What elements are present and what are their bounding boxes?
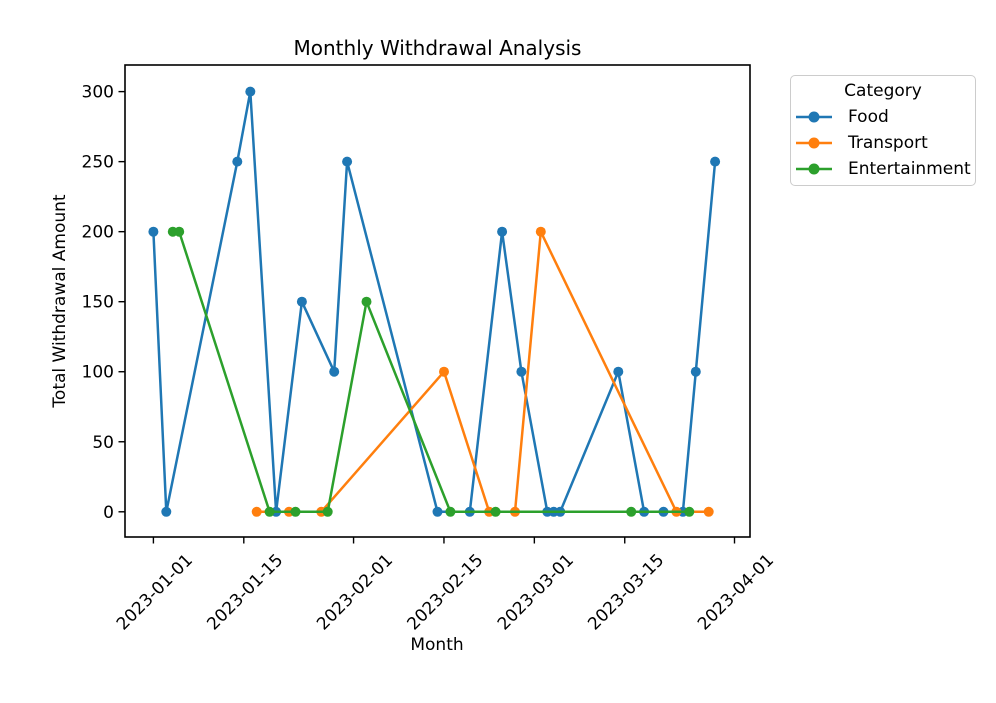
- x-axis-ticks: 2023-01-01 2023-01-15 2023-02-01 2023-02-15…: [113, 537, 778, 634]
- data-point: [174, 226, 185, 237]
- svg-text:2023-01-01: 2023-01-01: [113, 550, 197, 634]
- data-point: [613, 366, 624, 377]
- data-point: [342, 156, 353, 167]
- data-point: [439, 366, 449, 377]
- legend-title: Category: [844, 81, 922, 101]
- svg-text:200: 200: [82, 223, 114, 243]
- svg-text:2023-02-01: 2023-02-01: [313, 550, 397, 634]
- legend-label: Transport: [848, 133, 928, 153]
- svg-text:2023-03-01: 2023-03-01: [494, 550, 578, 634]
- data-point: [516, 366, 527, 377]
- data-point: [703, 506, 714, 517]
- data-point: [710, 156, 721, 167]
- legend-label: Entertainment: [848, 159, 971, 179]
- svg-text:2023-01-15: 2023-01-15: [203, 550, 287, 634]
- series-transport: [251, 226, 714, 517]
- axes-box: [124, 64, 751, 538]
- legend-label: Food: [848, 107, 889, 127]
- data-point: [690, 366, 701, 377]
- legend: Category Food Transport Entertainment: [790, 75, 976, 186]
- svg-text:2023-02-15: 2023-02-15: [403, 550, 487, 634]
- legend-item-transport: Transport: [794, 133, 972, 153]
- line-marker-icon: [796, 111, 832, 123]
- series-entertainment: [167, 226, 695, 517]
- x-axis-label: Month: [410, 635, 464, 655]
- svg-text:2023-04-01: 2023-04-01: [694, 550, 778, 634]
- svg-text:100: 100: [82, 363, 114, 383]
- data-point: [490, 506, 501, 517]
- data-point: [290, 506, 301, 517]
- data-point: [296, 296, 307, 307]
- series-food: [148, 86, 721, 517]
- data-point: [245, 86, 256, 97]
- svg-text:150: 150: [82, 293, 114, 313]
- data-point: [432, 506, 443, 517]
- chart-title: Monthly Withdrawal Analysis: [293, 36, 582, 60]
- svg-text:300: 300: [82, 83, 114, 103]
- data-point: [251, 506, 262, 517]
- data-point: [684, 506, 695, 517]
- data-point: [161, 506, 172, 517]
- data-point: [535, 226, 546, 237]
- data-point: [361, 296, 372, 307]
- data-point: [497, 226, 508, 237]
- y-axis-ticks: 0 50 100 150 200 250 300: [82, 83, 125, 523]
- line-marker-icon: [796, 137, 832, 149]
- data-point: [626, 506, 637, 517]
- data-point: [445, 506, 456, 517]
- data-point: [264, 506, 275, 517]
- svg-text:0: 0: [103, 503, 114, 523]
- data-point: [232, 156, 243, 167]
- legend-item-food: Food: [794, 107, 972, 127]
- line-marker-icon: [796, 163, 832, 175]
- legend-item-entertainment: Entertainment: [794, 159, 972, 179]
- data-point: [148, 226, 159, 237]
- svg-text:50: 50: [92, 433, 114, 453]
- data-point: [322, 506, 333, 517]
- svg-text:250: 250: [82, 153, 114, 173]
- data-point: [329, 366, 340, 377]
- svg-text:2023-03-15: 2023-03-15: [584, 550, 668, 634]
